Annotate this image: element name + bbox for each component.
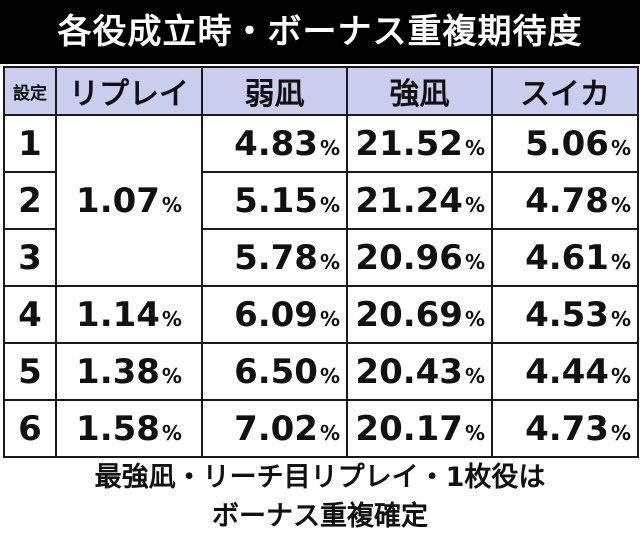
suika-cell: 4.44% — [491, 342, 639, 401]
suika-cell: 5.06% — [491, 114, 639, 173]
strong-nagi-cell: 20.17% — [346, 399, 493, 458]
strong-nagi-cell: 20.69% — [346, 285, 493, 344]
weak-nagi-cell: 5.15% — [201, 171, 348, 230]
setting-cell: 1 — [3, 114, 57, 173]
table-row: 6 1.58% 7.02% 20.17% 4.73% — [3, 399, 639, 458]
footnote-line: 最強凪・リーチ目リプレイ・1枚役は — [94, 462, 546, 493]
weak-nagi-cell: 6.09% — [201, 285, 348, 344]
footnote-line: ボーナス重複確定 — [212, 501, 428, 532]
strong-nagi-cell: 21.24% — [346, 171, 493, 230]
column-header-strong-nagi: 強凪 — [346, 66, 493, 116]
suika-cell: 4.73% — [491, 399, 639, 458]
column-header-setting: 設定 — [3, 66, 57, 116]
suika-cell: 4.78% — [491, 171, 639, 230]
column-header-replay: リプレイ — [55, 66, 203, 116]
table-row: 2 5.15% 21.24% 4.78% — [3, 171, 639, 230]
column-header-weak-nagi: 弱凪 — [201, 66, 348, 116]
weak-nagi-cell: 4.83% — [201, 114, 348, 173]
setting-cell: 2 — [3, 171, 57, 230]
strong-nagi-cell: 20.96% — [346, 228, 493, 287]
footnote: 最強凪・リーチ目リプレイ・1枚役は ボーナス重複確定 — [0, 458, 640, 536]
weak-nagi-cell: 6.50% — [201, 342, 348, 401]
table-header-row: 設定 リプレイ 弱凪 強凪 スイカ — [3, 66, 639, 116]
strong-nagi-cell: 21.52% — [346, 114, 493, 173]
replay-cell: 1.14% — [55, 285, 203, 344]
weak-nagi-cell: 7.02% — [201, 399, 348, 458]
strong-nagi-cell: 20.43% — [346, 342, 493, 401]
suika-cell: 4.53% — [491, 285, 639, 344]
table-row: 5 1.38% 6.50% 20.43% 4.44% — [3, 342, 639, 401]
bonus-overlap-table: 設定 リプレイ 弱凪 強凪 スイカ 1 1.07% 4.83% 21.52% 5… — [3, 66, 639, 458]
table-row: 3 5.78% 20.96% 4.61% — [3, 228, 639, 287]
setting-cell: 4 — [3, 285, 57, 344]
suika-cell: 4.61% — [491, 228, 639, 287]
weak-nagi-cell: 5.78% — [201, 228, 348, 287]
column-header-suika: スイカ — [491, 66, 639, 116]
setting-cell: 3 — [3, 228, 57, 287]
replay-cell: 1.38% — [55, 342, 203, 401]
table-row: 1 1.07% 4.83% 21.52% 5.06% — [3, 114, 639, 287]
setting-cell: 5 — [3, 342, 57, 401]
replay-cell-merged: 1.07% — [55, 114, 203, 287]
table-row: 4 1.14% 6.09% 20.69% 4.53% — [3, 285, 639, 344]
page-title: 各役成立時・ボーナス重複期待度 — [0, 0, 640, 64]
setting-cell: 6 — [3, 399, 57, 458]
replay-cell: 1.58% — [55, 399, 203, 458]
